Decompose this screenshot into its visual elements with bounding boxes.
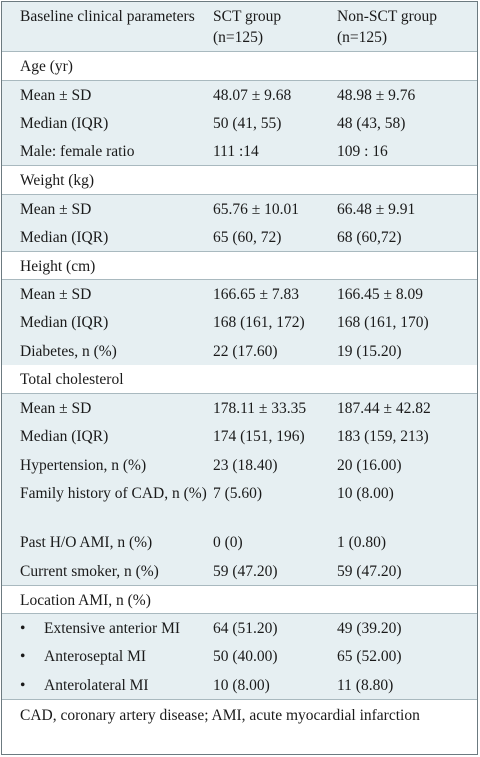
- section-weight: Weight (kg): [2, 165, 477, 194]
- header-sct-group: SCT group (n=125): [213, 8, 282, 46]
- row-label: • Anterolateral MI: [20, 676, 149, 694]
- table-row: Mean ± SD 166.65 ± 7.83 166.45 ± 8.09: [2, 279, 477, 308]
- sct-value: 64 (51.20): [207, 613, 333, 642]
- bullet-icon: •: [20, 620, 26, 637]
- section-age: Age (yr): [2, 51, 477, 80]
- non-sct-value: 11 (8.80): [337, 676, 394, 694]
- non-sct-value: 65 (52.00): [337, 648, 402, 665]
- row-label: Total cholesterol: [20, 371, 124, 388]
- row-label: Height (cm): [2, 250, 207, 280]
- bullet-icon: •: [20, 648, 26, 665]
- non-sct-value: 48 (43, 58): [337, 114, 406, 132]
- table-row: Mean ± SD 48.07 ± 9.68 48.98 ± 9.76: [2, 79, 477, 109]
- table-footnote: CAD, coronary artery disease; AMI, acute…: [2, 698, 477, 726]
- sct-value: 65.76 ± 10.01: [207, 193, 333, 223]
- table-row: Male: female ratio 111 :14 109 : 16: [2, 137, 477, 166]
- row-label: Hypertension, n (%): [20, 456, 147, 474]
- non-sct-value: 66.48 ± 9.91: [333, 193, 477, 223]
- sct-value: 168 (161, 172): [213, 314, 305, 331]
- sct-value: 59 (47.20): [213, 562, 278, 580]
- table-row: Diabetes, n (%) 22 (17.60) 19 (15.20): [2, 336, 477, 365]
- row-label: Median (IQR): [20, 228, 109, 246]
- table-row: • Anteroseptal MI 50 (40.00) 65 (52.00): [2, 642, 477, 671]
- table-row: Family history of CAD, n (%) 7 (5.60) 10…: [2, 479, 477, 528]
- non-sct-value: 166.45 ± 8.09: [333, 279, 477, 308]
- non-sct-value: 68 (60,72): [337, 228, 402, 246]
- table-footnote-row: CAD, coronary artery disease; AMI, acute…: [2, 698, 477, 726]
- row-label: Diabetes, n (%): [20, 342, 117, 360]
- table-row: Median (IQR) 65 (60, 72) 68 (60,72): [2, 222, 477, 251]
- row-label: Past H/O AMI, n (%): [20, 534, 153, 551]
- sct-value: 10 (8.00): [213, 676, 270, 694]
- table-header-row: Baseline clinical parameters SCT group (…: [2, 2, 477, 52]
- sct-value: 23 (18.40): [213, 456, 278, 474]
- non-sct-value: 1 (0.80): [337, 534, 387, 551]
- section-total-cholesterol: Total cholesterol: [2, 365, 477, 394]
- non-sct-value: 48.98 ± 9.76: [333, 79, 477, 109]
- row-label: Location AMI, n (%): [2, 584, 207, 614]
- sct-value: 111 :14: [213, 143, 259, 160]
- row-label: Age (yr): [2, 51, 207, 80]
- sct-value: 174 (151, 196): [213, 428, 305, 445]
- section-height: Height (cm): [2, 250, 477, 280]
- sct-value: 0 (0): [213, 534, 243, 551]
- section-location-ami: Location AMI, n (%): [2, 584, 477, 614]
- header-non-sct-group: Non-SCT group (n=125): [337, 8, 438, 46]
- row-label: Family history of CAD, n (%): [20, 485, 207, 502]
- row-label: Weight (kg): [2, 165, 207, 194]
- non-sct-value: 168 (161, 170): [337, 314, 429, 331]
- row-label: • Anteroseptal MI: [20, 648, 147, 665]
- row-label: Male: female ratio: [20, 143, 135, 160]
- table-row: Past H/O AMI, n (%) 0 (0) 1 (0.80): [2, 528, 477, 557]
- row-label: Mean ± SD: [2, 193, 207, 223]
- table-row: Median (IQR) 50 (41, 55) 48 (43, 58): [2, 108, 477, 137]
- row-label: • Extensive anterior MI: [2, 613, 207, 642]
- sct-value: 178.11 ± 33.35: [207, 393, 333, 422]
- table-row: • Anterolateral MI 10 (8.00) 11 (8.80): [2, 670, 477, 699]
- non-sct-value: 19 (15.20): [337, 342, 402, 360]
- non-sct-value: 49 (39.20): [333, 613, 477, 642]
- row-label: Median (IQR): [20, 314, 109, 331]
- non-sct-value: 20 (16.00): [337, 456, 402, 474]
- table-row: Median (IQR) 174 (151, 196) 183 (159, 21…: [2, 422, 477, 451]
- row-label: Mean ± SD: [2, 79, 207, 109]
- sct-value: 7 (5.60): [213, 485, 263, 502]
- table-row: Mean ± SD 178.11 ± 33.35 187.44 ± 42.82: [2, 393, 477, 422]
- row-label: Mean ± SD: [2, 279, 207, 308]
- sct-value: 166.65 ± 7.83: [207, 279, 333, 308]
- row-label: Median (IQR): [20, 114, 109, 132]
- bullet-icon: •: [20, 676, 26, 694]
- non-sct-value: 10 (8.00): [337, 485, 394, 502]
- sct-value: 48.07 ± 9.68: [207, 79, 333, 109]
- table-row: • Extensive anterior MI 64 (51.20) 49 (39…: [2, 613, 477, 642]
- non-sct-value: 109 : 16: [337, 143, 388, 160]
- row-label: Current smoker, n (%): [20, 562, 159, 580]
- clinical-parameters-table: Baseline clinical parameters SCT group (…: [2, 2, 477, 726]
- non-sct-value: 59 (47.20): [337, 562, 402, 580]
- row-label: Mean ± SD: [2, 393, 207, 422]
- sct-value: 65 (60, 72): [213, 228, 282, 246]
- table-row: Mean ± SD 65.76 ± 10.01 66.48 ± 9.91: [2, 193, 477, 223]
- row-label: Median (IQR): [20, 428, 109, 445]
- sct-value: 22 (17.60): [213, 342, 278, 360]
- sct-value: 50 (40.00): [213, 648, 278, 665]
- table-row: Hypertension, n (%) 23 (18.40) 20 (16.00…: [2, 450, 477, 479]
- table-row: Median (IQR) 168 (161, 172) 168 (161, 17…: [2, 308, 477, 337]
- sct-value: 50 (41, 55): [213, 114, 282, 132]
- non-sct-value: 183 (159, 213): [337, 428, 429, 445]
- header-parameters: Baseline clinical parameters: [20, 8, 195, 25]
- non-sct-value: 187.44 ± 42.82: [333, 393, 477, 422]
- table-row: Current smoker, n (%) 59 (47.20) 59 (47.…: [2, 556, 477, 585]
